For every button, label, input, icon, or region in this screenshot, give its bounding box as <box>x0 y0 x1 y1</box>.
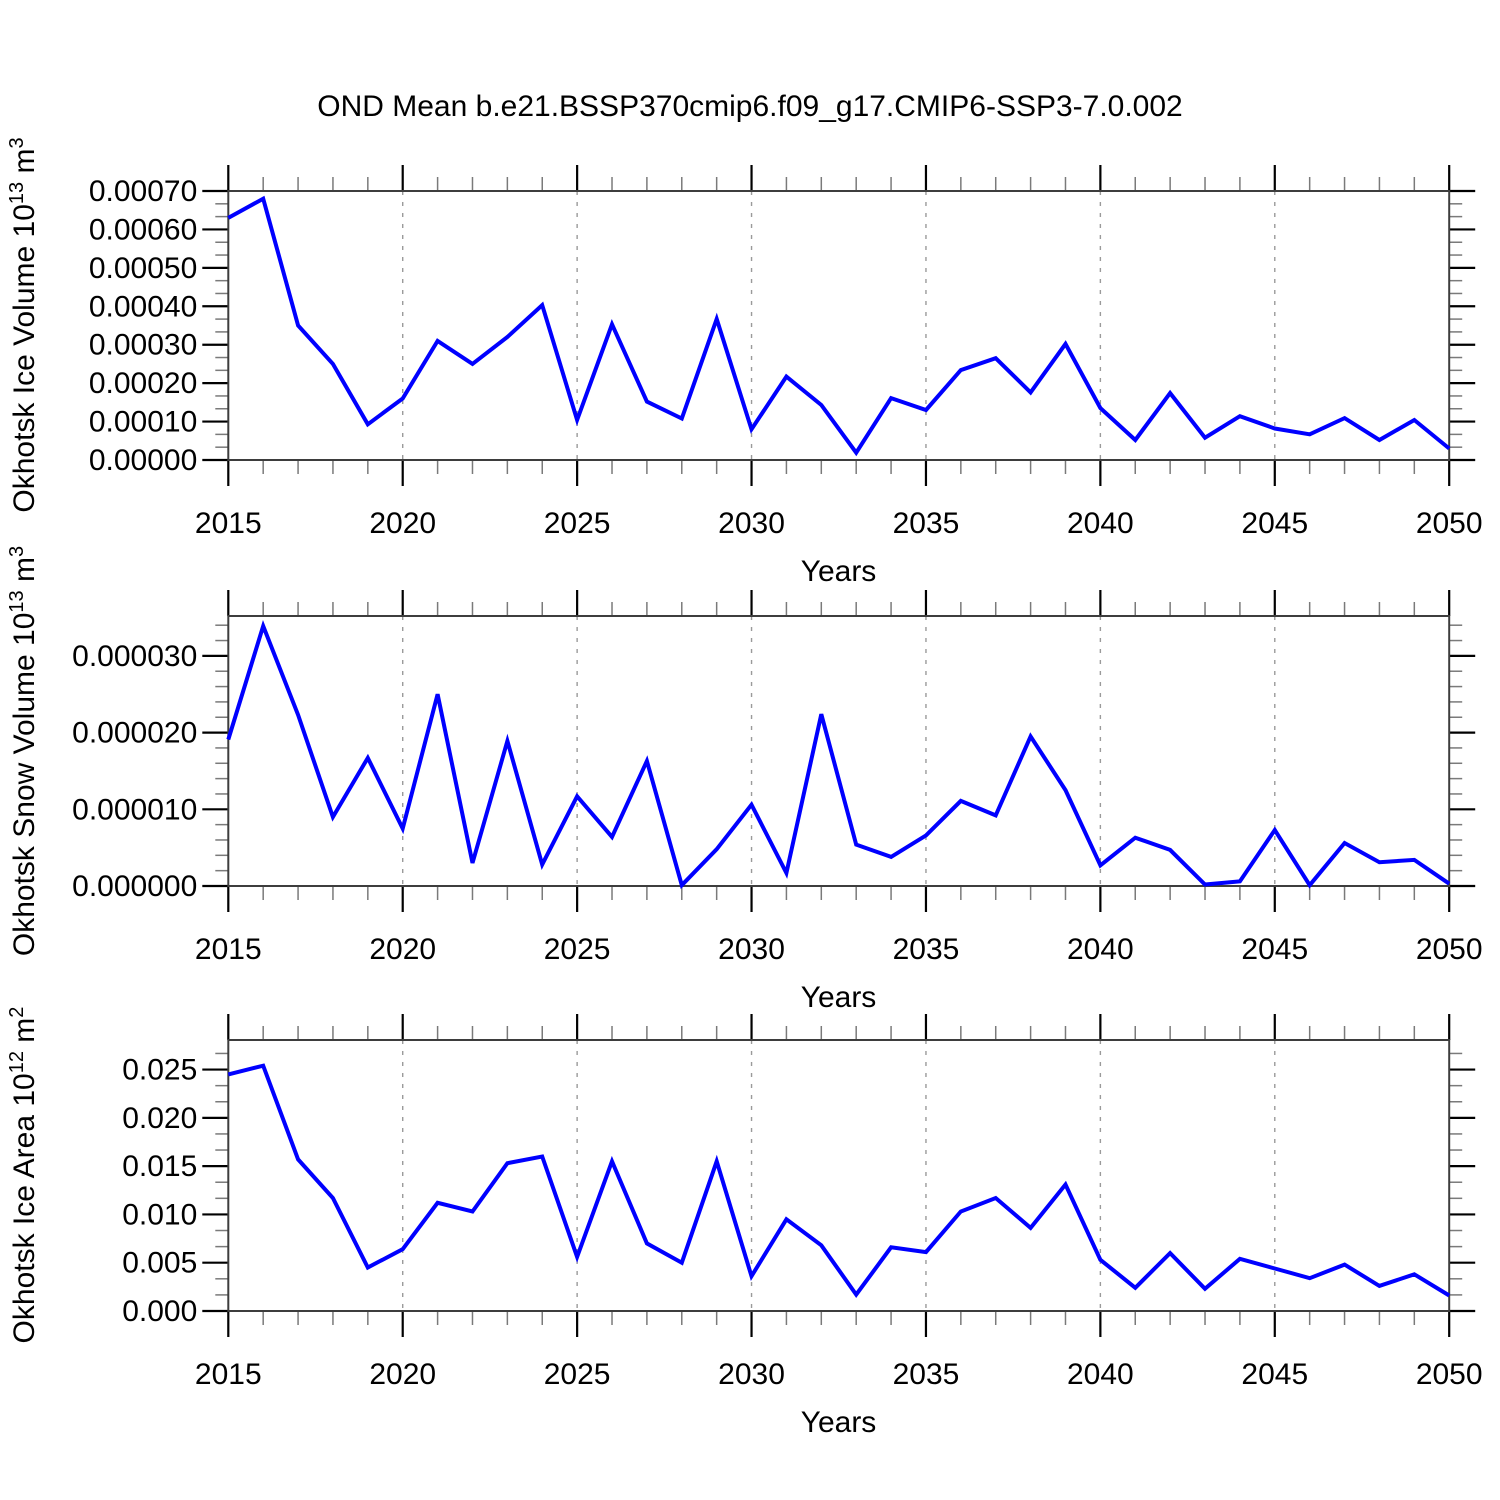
y-axis-title-unit-exponent: 2 <box>6 1006 28 1018</box>
y-axis-title-ice-area: Okhotsk Ice Area 1012 m2 <box>6 875 48 1475</box>
x-tick-label: 2015 <box>195 933 262 966</box>
data-line <box>227 195 1451 457</box>
x-tick-label: 2030 <box>718 1358 785 1391</box>
x-tick-label: 2050 <box>1416 933 1483 966</box>
x-tick-label: 2030 <box>718 933 785 966</box>
x-axis-title-middle: Years <box>800 981 877 1014</box>
x-tick-label: 2025 <box>544 507 611 540</box>
y-axis-title-unit: m <box>8 1017 41 1052</box>
x-tick-label: 2035 <box>893 1358 960 1391</box>
y-tick-label: 0.025 <box>122 1054 197 1087</box>
y-axis-title-exponent: 12 <box>6 1051 28 1074</box>
y-axis-title-unit: m <box>8 557 41 591</box>
x-tick-label: 2050 <box>1416 507 1483 540</box>
x-tick-label: 2015 <box>195 1358 262 1391</box>
x-tick-label: 2050 <box>1416 1358 1483 1391</box>
x-tick-label: 2015 <box>195 507 262 540</box>
y-tick-label: 0.000020 <box>72 717 197 750</box>
x-axis-title-top: Years <box>800 555 877 588</box>
y-axis-title-base: 10 <box>8 204 41 238</box>
x-axis-title-bottom: Years <box>800 1406 877 1439</box>
x-tick-label: 2020 <box>369 933 436 966</box>
x-tick-label: 2040 <box>1067 1358 1134 1391</box>
y-axis-title-text: Okhotsk Ice Area <box>8 1106 41 1344</box>
y-tick-label: 0.005 <box>122 1247 197 1280</box>
x-tick-label: 2025 <box>544 933 611 966</box>
y-tick-label: 0.000010 <box>72 793 197 826</box>
y-tick-label: 0.00020 <box>89 367 197 400</box>
y-tick-label: 0.00010 <box>89 406 197 439</box>
y-tick-label: 0.000 <box>122 1295 197 1328</box>
y-tick-label: 0.00040 <box>89 290 197 323</box>
x-tick-label: 2025 <box>544 1358 611 1391</box>
y-axis-title-unit-exponent: 3 <box>6 545 28 558</box>
x-tick-label: 2020 <box>369 507 436 540</box>
x-tick-label: 2045 <box>1241 507 1308 540</box>
y-tick-label: 0.020 <box>122 1102 197 1135</box>
y-tick-label: 0.010 <box>122 1198 197 1231</box>
plot-frame <box>227 1039 1451 1312</box>
y-tick-label: 0.015 <box>122 1150 197 1183</box>
y-axis-title-exponent: 13 <box>6 590 28 613</box>
x-tick-label: 2045 <box>1241 1358 1308 1391</box>
x-tick-label: 2045 <box>1241 933 1308 966</box>
x-tick-label: 2040 <box>1067 933 1134 966</box>
y-tick-label: 0.00000 <box>89 444 197 477</box>
x-tick-label: 2020 <box>369 1358 436 1391</box>
y-axis-title-unit-exponent: 3 <box>6 137 28 149</box>
y-axis-title-unit: m <box>8 148 41 182</box>
x-tick-label: 2030 <box>718 507 785 540</box>
x-tick-label: 2040 <box>1067 507 1134 540</box>
y-axis-title-base: 10 <box>8 1073 41 1107</box>
data-line <box>227 1063 1451 1299</box>
y-tick-label: 0.00030 <box>89 329 197 362</box>
y-tick-label: 0.000000 <box>72 870 197 903</box>
y-tick-label: 0.00070 <box>89 175 197 208</box>
chart-title: OND Mean b.e21.BSSP370cmip6.f09_g17.CMIP… <box>317 90 1183 123</box>
plot-frame <box>227 190 1451 461</box>
x-tick-label: 2035 <box>893 507 960 540</box>
x-tick-label: 2035 <box>893 933 960 966</box>
y-axis-title-base: 10 <box>8 612 41 646</box>
plot-frame <box>227 615 1451 887</box>
y-tick-label: 0.00060 <box>89 213 197 246</box>
y-axis-title-exponent: 13 <box>6 181 28 205</box>
data-line <box>226 619 1451 890</box>
y-tick-label: 0.000030 <box>72 640 197 673</box>
y-tick-label: 0.00050 <box>89 252 197 285</box>
